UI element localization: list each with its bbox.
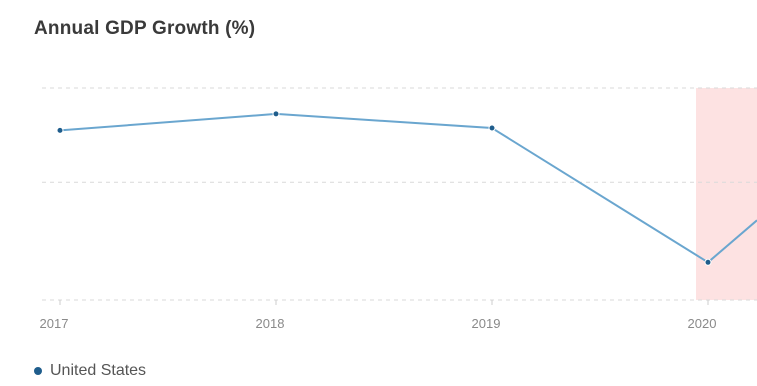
x-tick-label: 2020 bbox=[688, 316, 717, 331]
series-lines bbox=[59, 112, 757, 264]
highlight-region-layer bbox=[696, 88, 757, 300]
gridlines bbox=[42, 87, 757, 301]
x-tick-label: 2018 bbox=[256, 316, 285, 331]
highlight-region bbox=[696, 88, 757, 300]
data-point[interactable] bbox=[272, 110, 280, 118]
legend[interactable]: United States bbox=[34, 362, 146, 380]
legend-swatch bbox=[34, 367, 42, 375]
data-point[interactable] bbox=[56, 126, 64, 134]
legend-label-united-states: United States bbox=[50, 362, 147, 379]
chart-title: Annual GDP Growth (%) bbox=[34, 18, 256, 39]
data-point[interactable] bbox=[704, 258, 712, 266]
data-point[interactable] bbox=[488, 124, 496, 132]
x-tick-label: 2017 bbox=[40, 316, 69, 331]
x-axis-ticks: 2017 2018 2019 2020 bbox=[40, 300, 717, 331]
series-line-united-states bbox=[59, 112, 757, 264]
series-points bbox=[56, 110, 712, 266]
x-tick-label: 2019 bbox=[472, 316, 501, 331]
